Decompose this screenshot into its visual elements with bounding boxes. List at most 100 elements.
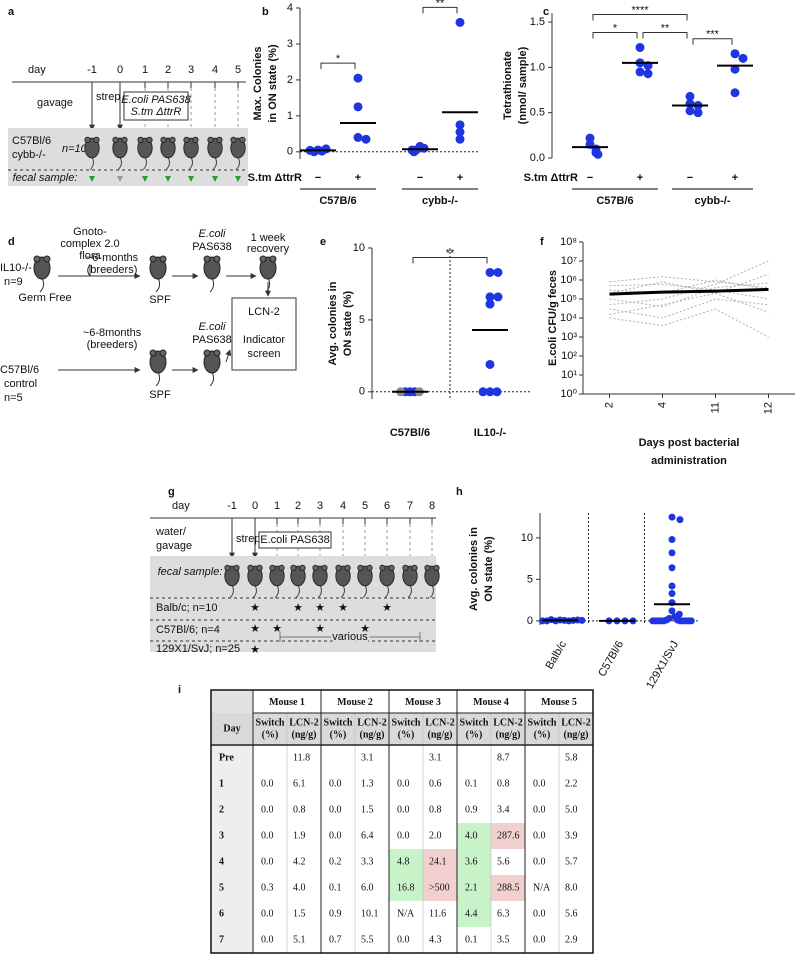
data-point bbox=[493, 387, 502, 396]
day-label: 5 bbox=[362, 500, 368, 512]
series-line bbox=[610, 261, 769, 305]
day-label: 7 bbox=[407, 500, 413, 512]
day-label: 1 bbox=[142, 64, 148, 76]
data-point bbox=[494, 292, 503, 301]
y-tick-label: 0 bbox=[359, 386, 365, 398]
table-cell: 0.0 bbox=[261, 856, 274, 867]
table-cell: 2.1 bbox=[465, 882, 478, 893]
diagram-text: n=5 bbox=[4, 392, 23, 404]
y-tick-label: 3 bbox=[287, 38, 293, 50]
diagram-text: ~6-8months bbox=[83, 327, 142, 339]
series-line bbox=[610, 293, 769, 314]
table-cell: 0.1 bbox=[465, 934, 478, 945]
significance-label: **** bbox=[631, 4, 649, 16]
sample-star: ★ bbox=[250, 623, 260, 635]
day-label: 4 bbox=[212, 64, 218, 76]
mouse-ear bbox=[270, 565, 275, 570]
table-cell: 11.6 bbox=[429, 908, 446, 919]
table-cell: 5.6 bbox=[565, 908, 578, 919]
table-cell: 5.5 bbox=[361, 934, 374, 945]
table-cell: 0.0 bbox=[261, 830, 274, 841]
data-point bbox=[636, 43, 645, 52]
mouse-ear bbox=[403, 565, 408, 570]
y-axis-label: Tetrathionate bbox=[502, 51, 514, 120]
data-point bbox=[636, 67, 645, 76]
mouse-ear bbox=[248, 565, 253, 570]
header-cell bbox=[211, 690, 253, 713]
table-cell: >500 bbox=[429, 882, 450, 893]
group-label: Balb/c; n=10 bbox=[156, 602, 217, 614]
panel-label: i bbox=[178, 684, 181, 696]
panel-label: g bbox=[168, 486, 175, 498]
table-cell: 0.8 bbox=[293, 804, 306, 815]
mouse-ear bbox=[204, 350, 210, 356]
mouse-ear bbox=[231, 137, 236, 142]
table-cell: 0.0 bbox=[533, 778, 546, 789]
diagram-text: screen bbox=[247, 348, 280, 360]
y-axis-label: ON state (%) bbox=[342, 290, 354, 356]
y-tick-label: 10⁷ bbox=[561, 255, 577, 267]
timeline-label: day bbox=[172, 500, 190, 512]
table-cell: 1.9 bbox=[293, 830, 306, 841]
y-tick-label: 10 bbox=[521, 532, 533, 544]
mouse-ear bbox=[122, 137, 127, 142]
day-label: -1 bbox=[227, 500, 237, 512]
table-cell: 6 bbox=[219, 908, 224, 919]
data-point bbox=[669, 583, 676, 590]
mouse-ear bbox=[170, 137, 175, 142]
y-axis-label: in ON state (%) bbox=[267, 44, 279, 123]
data-point bbox=[669, 549, 676, 556]
diagram-text: Indicator bbox=[243, 334, 286, 346]
table-header: Day bbox=[223, 723, 240, 734]
table-cell: 0.0 bbox=[533, 934, 546, 945]
data-point bbox=[686, 106, 695, 115]
y-tick-label: 10 bbox=[353, 242, 365, 254]
table-cell: 1 bbox=[219, 778, 224, 789]
data-point bbox=[644, 69, 653, 78]
note: fecal sample: bbox=[13, 172, 78, 184]
table-header: Mouse 1 bbox=[269, 697, 305, 708]
y-tick-label: 0.0 bbox=[530, 152, 545, 164]
data-point bbox=[456, 135, 465, 144]
table-subheader: LCN-2 bbox=[493, 717, 522, 728]
y-tick-label: 10⁶ bbox=[560, 274, 577, 286]
data-point bbox=[354, 133, 363, 142]
mouse-ear bbox=[257, 565, 262, 570]
data-point bbox=[354, 74, 363, 83]
mouse-ear bbox=[345, 565, 350, 570]
table-cell: 5.8 bbox=[565, 752, 578, 763]
y-axis-label: E.coli CFU/g feces bbox=[547, 270, 559, 366]
diagram-text: Germ Free bbox=[18, 292, 71, 304]
table-cell: 4.4 bbox=[465, 908, 478, 919]
box-text: E.coli PAS638 bbox=[121, 94, 191, 106]
table-subheader: LCN-2 bbox=[289, 717, 318, 728]
data-point bbox=[669, 590, 676, 597]
strain-label: C57Bl/6 bbox=[12, 135, 51, 147]
mouse-ear bbox=[322, 565, 327, 570]
table-cell: 16.8 bbox=[397, 882, 415, 893]
y-tick-label: 0.5 bbox=[530, 107, 545, 119]
mouse-ear bbox=[425, 565, 430, 570]
table-cell: 4 bbox=[219, 856, 224, 867]
y-tick-label: 10⁵ bbox=[560, 293, 577, 305]
mouse-ear bbox=[147, 137, 152, 142]
table-cell: 10.1 bbox=[361, 908, 379, 919]
data-point bbox=[486, 300, 495, 309]
mouse-ear bbox=[434, 565, 439, 570]
x-tick-label: − bbox=[687, 172, 693, 184]
table-cell: 0.3 bbox=[261, 882, 274, 893]
box-text: E.coli PAS638 bbox=[260, 534, 330, 546]
panel-label: e bbox=[320, 236, 326, 248]
mouse-icon bbox=[204, 350, 220, 386]
table-subheader: (%) bbox=[534, 729, 551, 740]
table-cell: 4.0 bbox=[465, 830, 478, 841]
table-subheader: Switch bbox=[256, 717, 285, 728]
table-subheader: LCN-2 bbox=[561, 717, 590, 728]
diagram-text: SPF bbox=[149, 294, 171, 306]
mouse-ear bbox=[150, 350, 156, 356]
note: strep bbox=[96, 91, 120, 103]
mouse-ear bbox=[160, 256, 166, 262]
table-cell: 0.0 bbox=[533, 856, 546, 867]
table-cell: 5.0 bbox=[565, 804, 578, 815]
note: fecal sample: bbox=[158, 566, 223, 578]
